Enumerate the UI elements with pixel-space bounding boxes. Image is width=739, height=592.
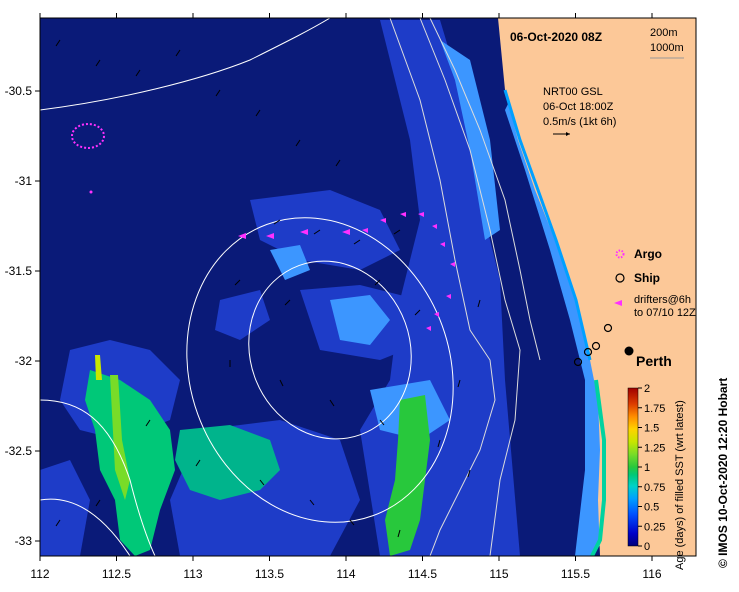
colorbar-tick-label: 0 (644, 541, 650, 553)
coastline (503, 89, 592, 361)
city-label: Perth (636, 353, 672, 369)
perth-marker (624, 346, 634, 356)
current-vectors (55, 39, 481, 538)
colorbar-tick-label: 0.25 (644, 521, 665, 533)
date-label: 06-Oct-2020 08Z (510, 30, 602, 44)
colorbar-gradient (627, 387, 639, 547)
ocean-patch (440, 40, 500, 240)
y-tick-label: -30.5 (5, 84, 33, 98)
y-tick-label: -33 (15, 534, 33, 548)
colorbar-title: Age (days) of filled SST (wrt latest) (674, 400, 686, 570)
colorbar: 2 1.75 1.5 1.25 1 0.75 0.5 0.25 0 Age (days) of … (627, 383, 686, 570)
drifter-tracks (238, 212, 455, 331)
scale-arrow-icon (553, 132, 570, 136)
contour-1000-label: 1000m (650, 42, 684, 54)
x-tick-label: 115.5 (561, 567, 590, 581)
ssh-contours (40, 18, 454, 556)
y-axis: -30.5 -31 -31.5 -32 -32.5 -33 (5, 84, 40, 548)
bathymetry-contours (389, 18, 541, 556)
land (498, 18, 696, 556)
y-tick-label: -31 (15, 174, 33, 188)
ocean-patch (330, 295, 390, 345)
plot-frame (39, 17, 697, 557)
x-tick-label: 113.5 (255, 567, 284, 581)
sst-green-patch (385, 395, 430, 556)
ocean-patch (215, 290, 270, 340)
colorbar-tick-label: 1 (644, 462, 650, 474)
colorbar-tick-label: 0.75 (644, 482, 665, 494)
colorbar-tick-label: 1.5 (644, 423, 659, 435)
y-tick-label: -32.5 (5, 444, 33, 458)
y-tick-label: -31.5 (5, 264, 33, 278)
coastline (590, 379, 606, 556)
colorbar-ticks: 2 1.75 1.5 1.25 1 0.75 0.5 0.25 0 (638, 383, 665, 553)
ocean-patch (40, 460, 90, 556)
colorbar-tick-label: 1.75 (644, 403, 665, 415)
argo-marker (89, 190, 93, 194)
sst-yellow-patch (110, 375, 130, 500)
current-scale: 0.5m/s (1kt 6h) (543, 116, 616, 128)
legend-ship: Ship (634, 271, 660, 285)
x-axis: 112 112.5 113 113.5 114 114.5 115 115.5 116 (30, 13, 662, 581)
ship-track (573, 323, 613, 367)
x-tick-label: 113 (183, 567, 202, 581)
drifter-icon (614, 300, 622, 306)
colorbar-tick-label: 1.25 (644, 442, 665, 454)
ship-icon (615, 273, 625, 283)
colorbar-tick-label: 2 (644, 383, 650, 395)
argo-cluster (71, 123, 105, 149)
x-tick-label: 112 (30, 567, 49, 581)
current-source: NRT00 GSL (543, 86, 603, 98)
x-tick-label: 116 (642, 567, 661, 581)
argo-icon (615, 249, 625, 259)
map-legend: Argo Ship drifters@6h to 07/10 12Z (614, 247, 696, 319)
ocean-patch (270, 245, 310, 280)
legend-drifters-1: drifters@6h (634, 294, 691, 306)
sst-green-patch (175, 425, 280, 500)
colorbar-tick-label: 0.5 (644, 502, 659, 514)
legend-drifters-2: to 07/10 12Z (634, 307, 696, 319)
sst-yellow-patch (95, 355, 102, 380)
contour-200-label: 200m (650, 27, 678, 39)
legend-argo: Argo (634, 247, 662, 261)
x-tick-label: 114.5 (408, 567, 437, 581)
x-tick-label: 112.5 (102, 567, 131, 581)
x-tick-label: 114 (336, 567, 355, 581)
x-tick-label: 115 (489, 567, 508, 581)
coastal-shelf (505, 100, 612, 556)
current-time: 06-Oct 18:00Z (543, 101, 614, 113)
sst-green-patch (85, 370, 175, 556)
map-field (40, 18, 696, 556)
credit-label: © IMOS 10-Oct-2020 12:20 Hobart (716, 378, 730, 568)
y-tick-label: -32 (15, 354, 33, 368)
